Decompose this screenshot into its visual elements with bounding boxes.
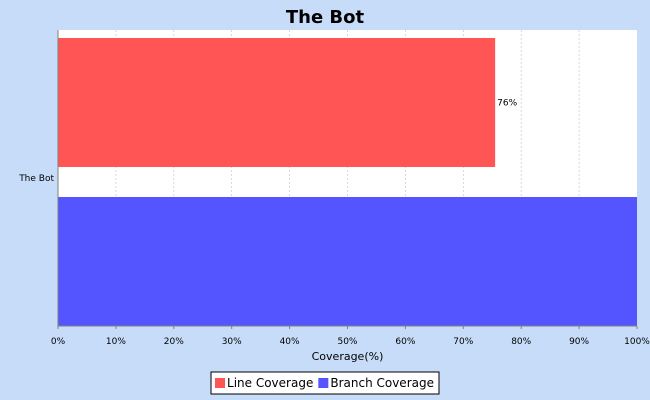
bars [58, 38, 637, 326]
x-tick-label: 10% [106, 337, 126, 347]
legend: Line Coverage Branch Coverage [210, 371, 440, 395]
x-axis-title: Coverage(%) [312, 350, 384, 363]
x-tick-label: 50% [337, 337, 357, 347]
x-tick-label: 20% [164, 337, 184, 347]
x-tick-label: 70% [453, 337, 473, 347]
x-tick-label: 80% [511, 337, 531, 347]
category-label: The Bot [18, 174, 54, 184]
bar [58, 38, 496, 167]
legend-label: Line Coverage [227, 376, 313, 390]
chart-title: The Bot [286, 7, 365, 28]
x-tick-label: 90% [569, 337, 589, 347]
x-tick-label: 30% [222, 337, 242, 347]
x-tick-label: 40% [280, 337, 300, 347]
category-labels: The Bot [18, 174, 54, 184]
data-labels: 76% [497, 99, 517, 109]
x-tick-label: 100% [624, 337, 650, 347]
x-tick-label: 60% [395, 337, 415, 347]
legend-swatch [318, 378, 329, 388]
legend-swatch [215, 378, 226, 388]
bar [58, 197, 637, 326]
legend-label: Branch Coverage [330, 376, 434, 390]
x-tick-label: 0% [51, 337, 66, 347]
bar-value-label: 76% [497, 99, 517, 109]
x-tick-labels: 0% 10% 20% 30% 40% 50% 60% 70% 80% 90% 100% [51, 326, 650, 347]
